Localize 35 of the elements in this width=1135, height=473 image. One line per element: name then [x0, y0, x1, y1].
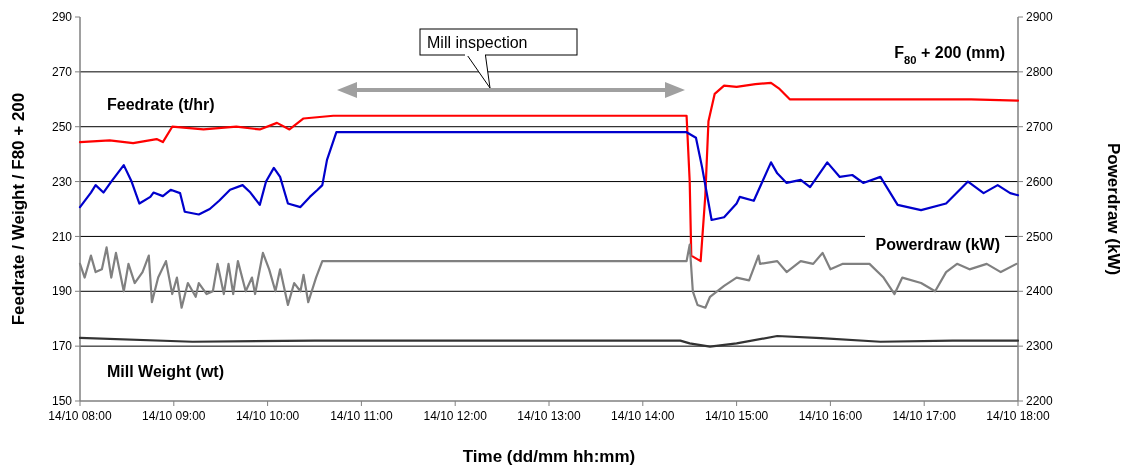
annotation: Feedrate (t/hr)	[107, 96, 215, 113]
x-tick-label: 14/10 18:00	[986, 409, 1051, 423]
y2-tick-label: 2900	[1026, 10, 1054, 25]
x-tick-label: 14/10 16:00	[798, 409, 863, 423]
y2-tick-label: 2800	[1026, 65, 1054, 80]
y-tick-label: 210	[51, 229, 73, 244]
y-tick-label: 150	[51, 394, 73, 409]
x-tick-label: 14/10 17:00	[892, 409, 957, 423]
x-tick-label: 14/10 08:00	[48, 409, 113, 423]
annotation: Mill inspection	[427, 34, 528, 51]
y2-tick-label: 2300	[1026, 339, 1054, 354]
x-tick-label: 14/10 13:00	[517, 409, 582, 423]
x-axis-title: Time (dd/mm hh:mm)	[462, 447, 636, 466]
x-tick-label: 14/10 09:00	[142, 409, 206, 423]
y-axis-title: Feedrate / Weight / F80 + 200	[9, 92, 28, 326]
x-tick-label: 14/10 10:00	[235, 409, 300, 423]
y2-tick-label: 2400	[1026, 284, 1054, 299]
y-tick-label: 190	[51, 284, 73, 299]
annotation: Mill Weight (wt)	[107, 363, 225, 380]
x-tick-label: 14/10 12:00	[423, 409, 488, 423]
y-tick-label: 290	[51, 10, 73, 25]
y-tick-label: 170	[51, 339, 73, 354]
annotation: Powerdraw (kW)	[875, 236, 1000, 253]
y-tick-label: 230	[51, 174, 73, 189]
x-tick-label: 14/10 11:00	[330, 409, 393, 423]
y2-axis-title: Powerdraw (kW)	[1104, 142, 1123, 276]
y2-tick-label: 2700	[1026, 119, 1054, 134]
y-tick-label: 270	[51, 65, 73, 80]
x-tick-label: 14/10 14:00	[611, 409, 675, 423]
x-tick-label: 14/10 15:00	[704, 409, 769, 423]
annotation: F$_{80}$ + 200 (mm)	[894, 44, 1005, 66]
y2-tick-label: 2600	[1026, 174, 1054, 189]
y2-tick-label: 2500	[1026, 229, 1054, 244]
y2-tick-label: 2200	[1026, 394, 1054, 409]
y-tick-label: 250	[51, 119, 73, 134]
